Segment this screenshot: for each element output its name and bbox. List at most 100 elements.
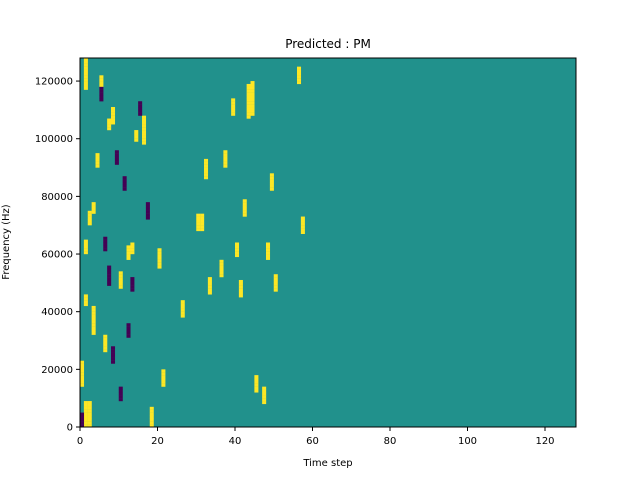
y-axis: 0 20000 40000 60000 80000 100000 120000 (35, 77, 80, 434)
heatmap-cell-high (91, 305, 96, 309)
heatmap-cell-high (80, 369, 85, 373)
heatmap-cell-low (138, 107, 143, 111)
heatmap-cell-high (204, 170, 209, 174)
heatmap-cell-high (231, 98, 236, 102)
heatmap-cell-high (149, 409, 154, 413)
heatmap-cell-low (103, 239, 108, 243)
heatmap-cell-high (219, 268, 224, 272)
heatmap-cell-high (83, 300, 88, 304)
heatmap-cell-high (87, 412, 92, 416)
y-tick-label: 20000 (41, 365, 73, 376)
heatmap-cell-high (254, 383, 259, 387)
heatmap-cell-high (231, 109, 236, 113)
heatmap-cell-high (99, 81, 104, 85)
heatmap-cell-high (254, 380, 259, 384)
heatmap-cell-high (242, 207, 247, 211)
heatmap-cell-high (250, 112, 255, 116)
heatmap-cell-high (235, 242, 240, 246)
heatmap-cell-high (149, 418, 154, 422)
heatmap-cell-high (300, 219, 305, 223)
heatmap-cell-low (122, 184, 127, 188)
heatmap-cell-high (204, 164, 209, 168)
heatmap-cell-high (250, 81, 255, 85)
heatmap-cell-high (142, 141, 147, 145)
heatmap-cell-high (134, 138, 139, 142)
heatmap-cell-high (250, 109, 255, 113)
heatmap-cell-low (138, 101, 143, 105)
heatmap-cell-high (250, 83, 255, 87)
heatmap-cell-low (145, 210, 150, 214)
heatmap-cell-low (114, 161, 119, 165)
heatmap-cell-high (269, 187, 274, 191)
heatmap-cell-high (107, 127, 112, 131)
heatmap-cell-high (157, 259, 162, 263)
heatmap-cell-high (235, 248, 240, 252)
heatmap-cell-low (99, 86, 104, 90)
heatmap-cell-high (83, 60, 88, 64)
heatmap-cell-low (99, 95, 104, 99)
heatmap-cell-high (99, 83, 104, 87)
heatmap-cell-high (142, 121, 147, 125)
heatmap-cell-high (83, 294, 88, 298)
heatmap-cell-high (83, 297, 88, 301)
heatmap-cell-high (235, 251, 240, 255)
y-axis-label: Frequency (Hz) (1, 204, 12, 280)
heatmap-cell-high (83, 66, 88, 70)
heatmap-cell-high (91, 320, 96, 324)
heatmap-cell-low (122, 176, 127, 180)
heatmap-cell-high (204, 158, 209, 162)
heatmap-cell-high (126, 245, 131, 249)
heatmap-cell-low (103, 248, 108, 252)
heatmap-cell-high (180, 311, 185, 315)
heatmap-cell-high (91, 323, 96, 327)
heatmap-cell-high (223, 164, 228, 168)
heatmap-cell-low (122, 179, 127, 183)
heatmap-cell-high (242, 210, 247, 214)
heatmap-cell-high (142, 130, 147, 134)
heatmap-cell-high (95, 158, 100, 162)
heatmap-cell-high (80, 377, 85, 382)
heatmap-cell-high (103, 349, 108, 353)
heatmap-cell-high (250, 89, 255, 93)
heatmap-cell-low (107, 282, 112, 286)
heatmap-cell-high (95, 156, 100, 160)
heatmap-cell-high (200, 225, 205, 229)
heatmap-cell-high (80, 360, 85, 364)
heatmap-cell-high (157, 262, 162, 266)
heatmap-cell-high (161, 380, 166, 384)
heatmap-cell-high (196, 219, 201, 223)
heatmap-cell-high (111, 107, 116, 111)
heatmap-cell-high (83, 418, 88, 422)
heatmap-cell-high (238, 279, 243, 284)
y-tick-label: 100000 (35, 134, 73, 145)
heatmap-cell-high (118, 271, 123, 275)
heatmap-cell-high (238, 294, 243, 298)
heatmap-cell-low (80, 424, 85, 428)
heatmap-cell-high (250, 95, 255, 99)
heatmap-cell-high (95, 164, 100, 168)
heatmap-cell-high (87, 216, 92, 220)
heatmap-cell-low (80, 412, 85, 416)
heatmap-cell-high (118, 277, 123, 281)
heatmap-cell-low (80, 418, 85, 422)
heatmap-cell-high (91, 328, 96, 333)
heatmap-cell-high (87, 213, 92, 217)
heatmap-cell-high (223, 156, 228, 160)
heatmap-cell-high (269, 179, 274, 183)
heatmap-cell-high (180, 300, 185, 304)
heatmap-cell-high (246, 92, 251, 96)
heatmap-cell-high (83, 412, 88, 416)
heatmap-cell-high (130, 245, 135, 249)
heatmap-cell-high (254, 386, 259, 390)
heatmap-cell-high (297, 75, 302, 79)
heatmap-cell-high (126, 254, 131, 258)
heatmap-cell-high (103, 340, 108, 344)
heatmap-cell-high (107, 121, 112, 125)
heatmap-cell-high (246, 89, 251, 93)
heatmap-cell-low (107, 279, 112, 284)
heatmap-cell-high (269, 176, 274, 180)
heatmap-cell-high (219, 271, 224, 275)
heatmap-cell-high (219, 259, 224, 263)
heatmap-cell-low (118, 386, 123, 390)
